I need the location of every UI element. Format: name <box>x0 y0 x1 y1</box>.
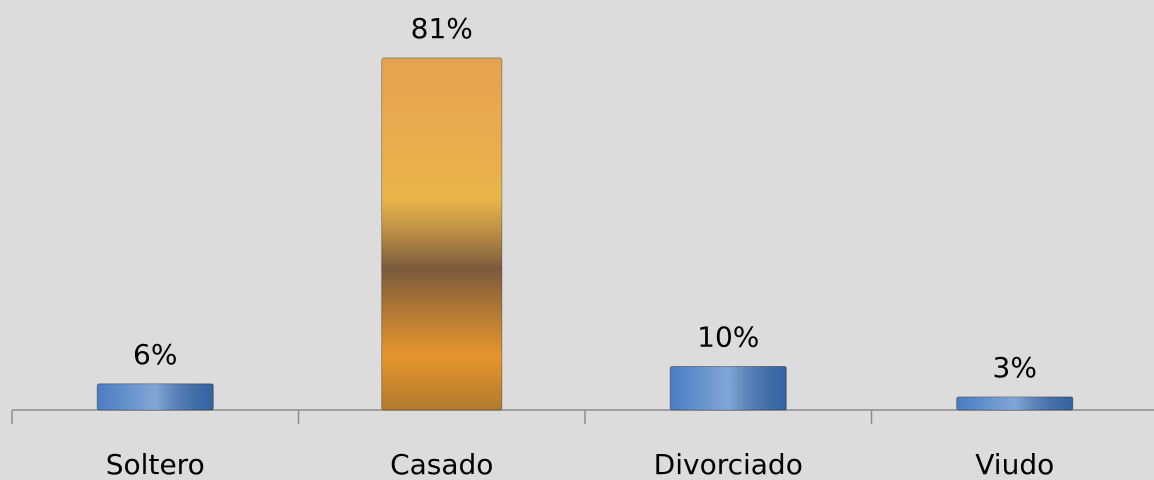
value-label: 81% <box>411 12 473 45</box>
value-label: 10% <box>697 321 759 354</box>
chart: 6% Soltero 81% Casado 10% Divorciado 3% Viudo <box>0 0 1154 480</box>
x-tick-label: Casado <box>390 448 493 480</box>
value-label: 3% <box>993 351 1037 384</box>
bar <box>382 58 502 410</box>
x-tick-label: Viudo <box>975 448 1054 480</box>
bar <box>670 367 786 410</box>
x-tick-label: Soltero <box>106 448 205 480</box>
value-label: 6% <box>133 338 177 371</box>
bar <box>957 397 1073 410</box>
bar <box>97 384 213 410</box>
x-tick-label: Divorciado <box>654 448 803 480</box>
page: {"chart_data": {"type": "bar", "categori… <box>0 0 1154 480</box>
